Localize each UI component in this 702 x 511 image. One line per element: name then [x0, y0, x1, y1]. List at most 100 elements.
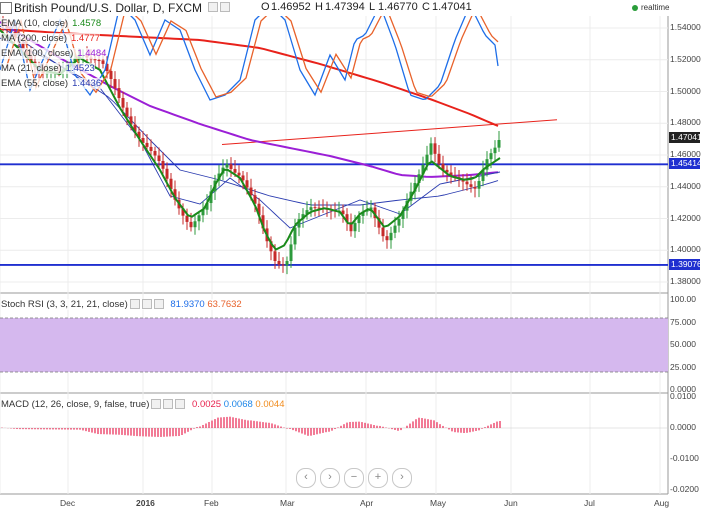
candle: [201, 209, 205, 216]
indicator-legend-item[interactable]: EMA (100, close) 1.4484: [1, 48, 107, 59]
scroll-left-button[interactable]: ‹: [296, 468, 316, 488]
candle: [169, 178, 173, 190]
candle: [341, 210, 345, 215]
candle: [437, 153, 441, 164]
price-tick-label: 1.40000: [670, 244, 701, 255]
trendline: [221, 119, 558, 146]
indicator-legend-item[interactable]: MA (21, close) 1.4523: [1, 63, 95, 74]
settings-icon[interactable]: [206, 1, 230, 13]
candle: [473, 186, 477, 189]
candle: [361, 211, 365, 216]
candle: [305, 210, 309, 215]
rsi-tick-label: 100.00: [670, 294, 696, 304]
candle: [401, 210, 405, 220]
macd-tick-label: 0.0100: [670, 391, 696, 401]
indicator-legend-item[interactable]: MA (200, close) 1.4777: [1, 33, 101, 44]
indicator-legend-item[interactable]: EMA (55, close) 1.4436: [1, 78, 102, 89]
candle: [289, 244, 293, 262]
candle: [129, 116, 133, 125]
candle: [253, 195, 257, 204]
candle: [381, 227, 385, 237]
candle: [261, 215, 265, 229]
candle: [149, 146, 153, 151]
candle: [373, 207, 377, 219]
candle: [157, 155, 161, 162]
candle: [293, 227, 297, 245]
candle: [385, 236, 389, 241]
candle: [345, 214, 349, 223]
indicator-legend-item[interactable]: EMA (10, close) 1.4578: [1, 18, 102, 29]
indicator-value: 1.4777: [71, 33, 101, 44]
time-tick-label: Feb: [204, 498, 219, 508]
indicator-label: EMA (100, close): [1, 48, 74, 59]
candle: [125, 107, 129, 117]
candle: [209, 191, 213, 204]
time-tick-label: Jul: [584, 498, 595, 508]
price-tick-label: 1.44000: [670, 180, 701, 191]
indicator-label: EMA (55, close): [1, 78, 69, 89]
candle: [205, 203, 209, 210]
collapse-icon[interactable]: [0, 2, 12, 14]
candle: [277, 260, 281, 265]
candle: [193, 221, 197, 228]
candle: [121, 98, 125, 108]
candle: [269, 241, 273, 252]
scroll-latest-button[interactable]: ›: [392, 468, 412, 488]
candle: [417, 174, 421, 183]
candle: [241, 175, 245, 181]
candle: [285, 261, 289, 266]
candle: [93, 59, 97, 61]
candle: [153, 150, 157, 156]
candle: [497, 140, 501, 148]
time-tick-label: Apr: [360, 498, 374, 508]
candle: [429, 143, 433, 155]
candle: [189, 221, 193, 228]
candle: [433, 143, 437, 154]
ema10-line: [0, 29, 501, 251]
gear-icon: [141, 299, 152, 310]
candle: [489, 153, 493, 160]
price-tick-label: 1.42000: [670, 212, 701, 223]
candle: [349, 222, 353, 232]
candle: [449, 172, 453, 177]
candle: [485, 159, 489, 170]
candle: [317, 207, 321, 209]
candle: [297, 219, 301, 228]
indicator-label: EMA (10, close): [1, 18, 69, 29]
rsi-tick-label: 75.000: [670, 316, 696, 327]
candle: [245, 180, 249, 188]
candle: [165, 168, 169, 179]
time-tick-label: May: [430, 498, 447, 508]
scroll-right-button[interactable]: ›: [320, 468, 340, 488]
zoom-in-button[interactable]: +: [368, 468, 388, 488]
time-tick-label: Aug: [654, 498, 670, 508]
candle: [281, 264, 285, 266]
candle: [141, 138, 145, 143]
candle: [425, 154, 429, 165]
candle: [357, 215, 361, 224]
status-dot-icon: [632, 4, 638, 11]
candle: [421, 164, 425, 175]
candle: [109, 70, 113, 80]
eye-icon: [151, 399, 162, 410]
candle: [469, 184, 473, 187]
candle: [113, 79, 117, 89]
price-tick-label: 1.48000: [670, 117, 701, 128]
candle: [185, 215, 189, 222]
time-tick-label: Mar: [280, 498, 295, 508]
macd-tick-label: -0.0100: [670, 453, 699, 463]
price-tag: 1.47041: [669, 132, 702, 144]
realtime-indicator: realtime: [632, 3, 669, 12]
candle: [493, 147, 497, 154]
zoom-out-button[interactable]: −: [344, 468, 364, 488]
candle: [353, 223, 357, 232]
candle: [133, 124, 137, 132]
close-icon: [153, 299, 164, 310]
candle: [137, 131, 141, 139]
eye-icon: [129, 299, 140, 310]
price-tick-label: 1.38000: [670, 276, 701, 286]
indicator-value: 1.4484: [77, 48, 107, 59]
macd-tick-label: -0.0200: [670, 484, 699, 494]
